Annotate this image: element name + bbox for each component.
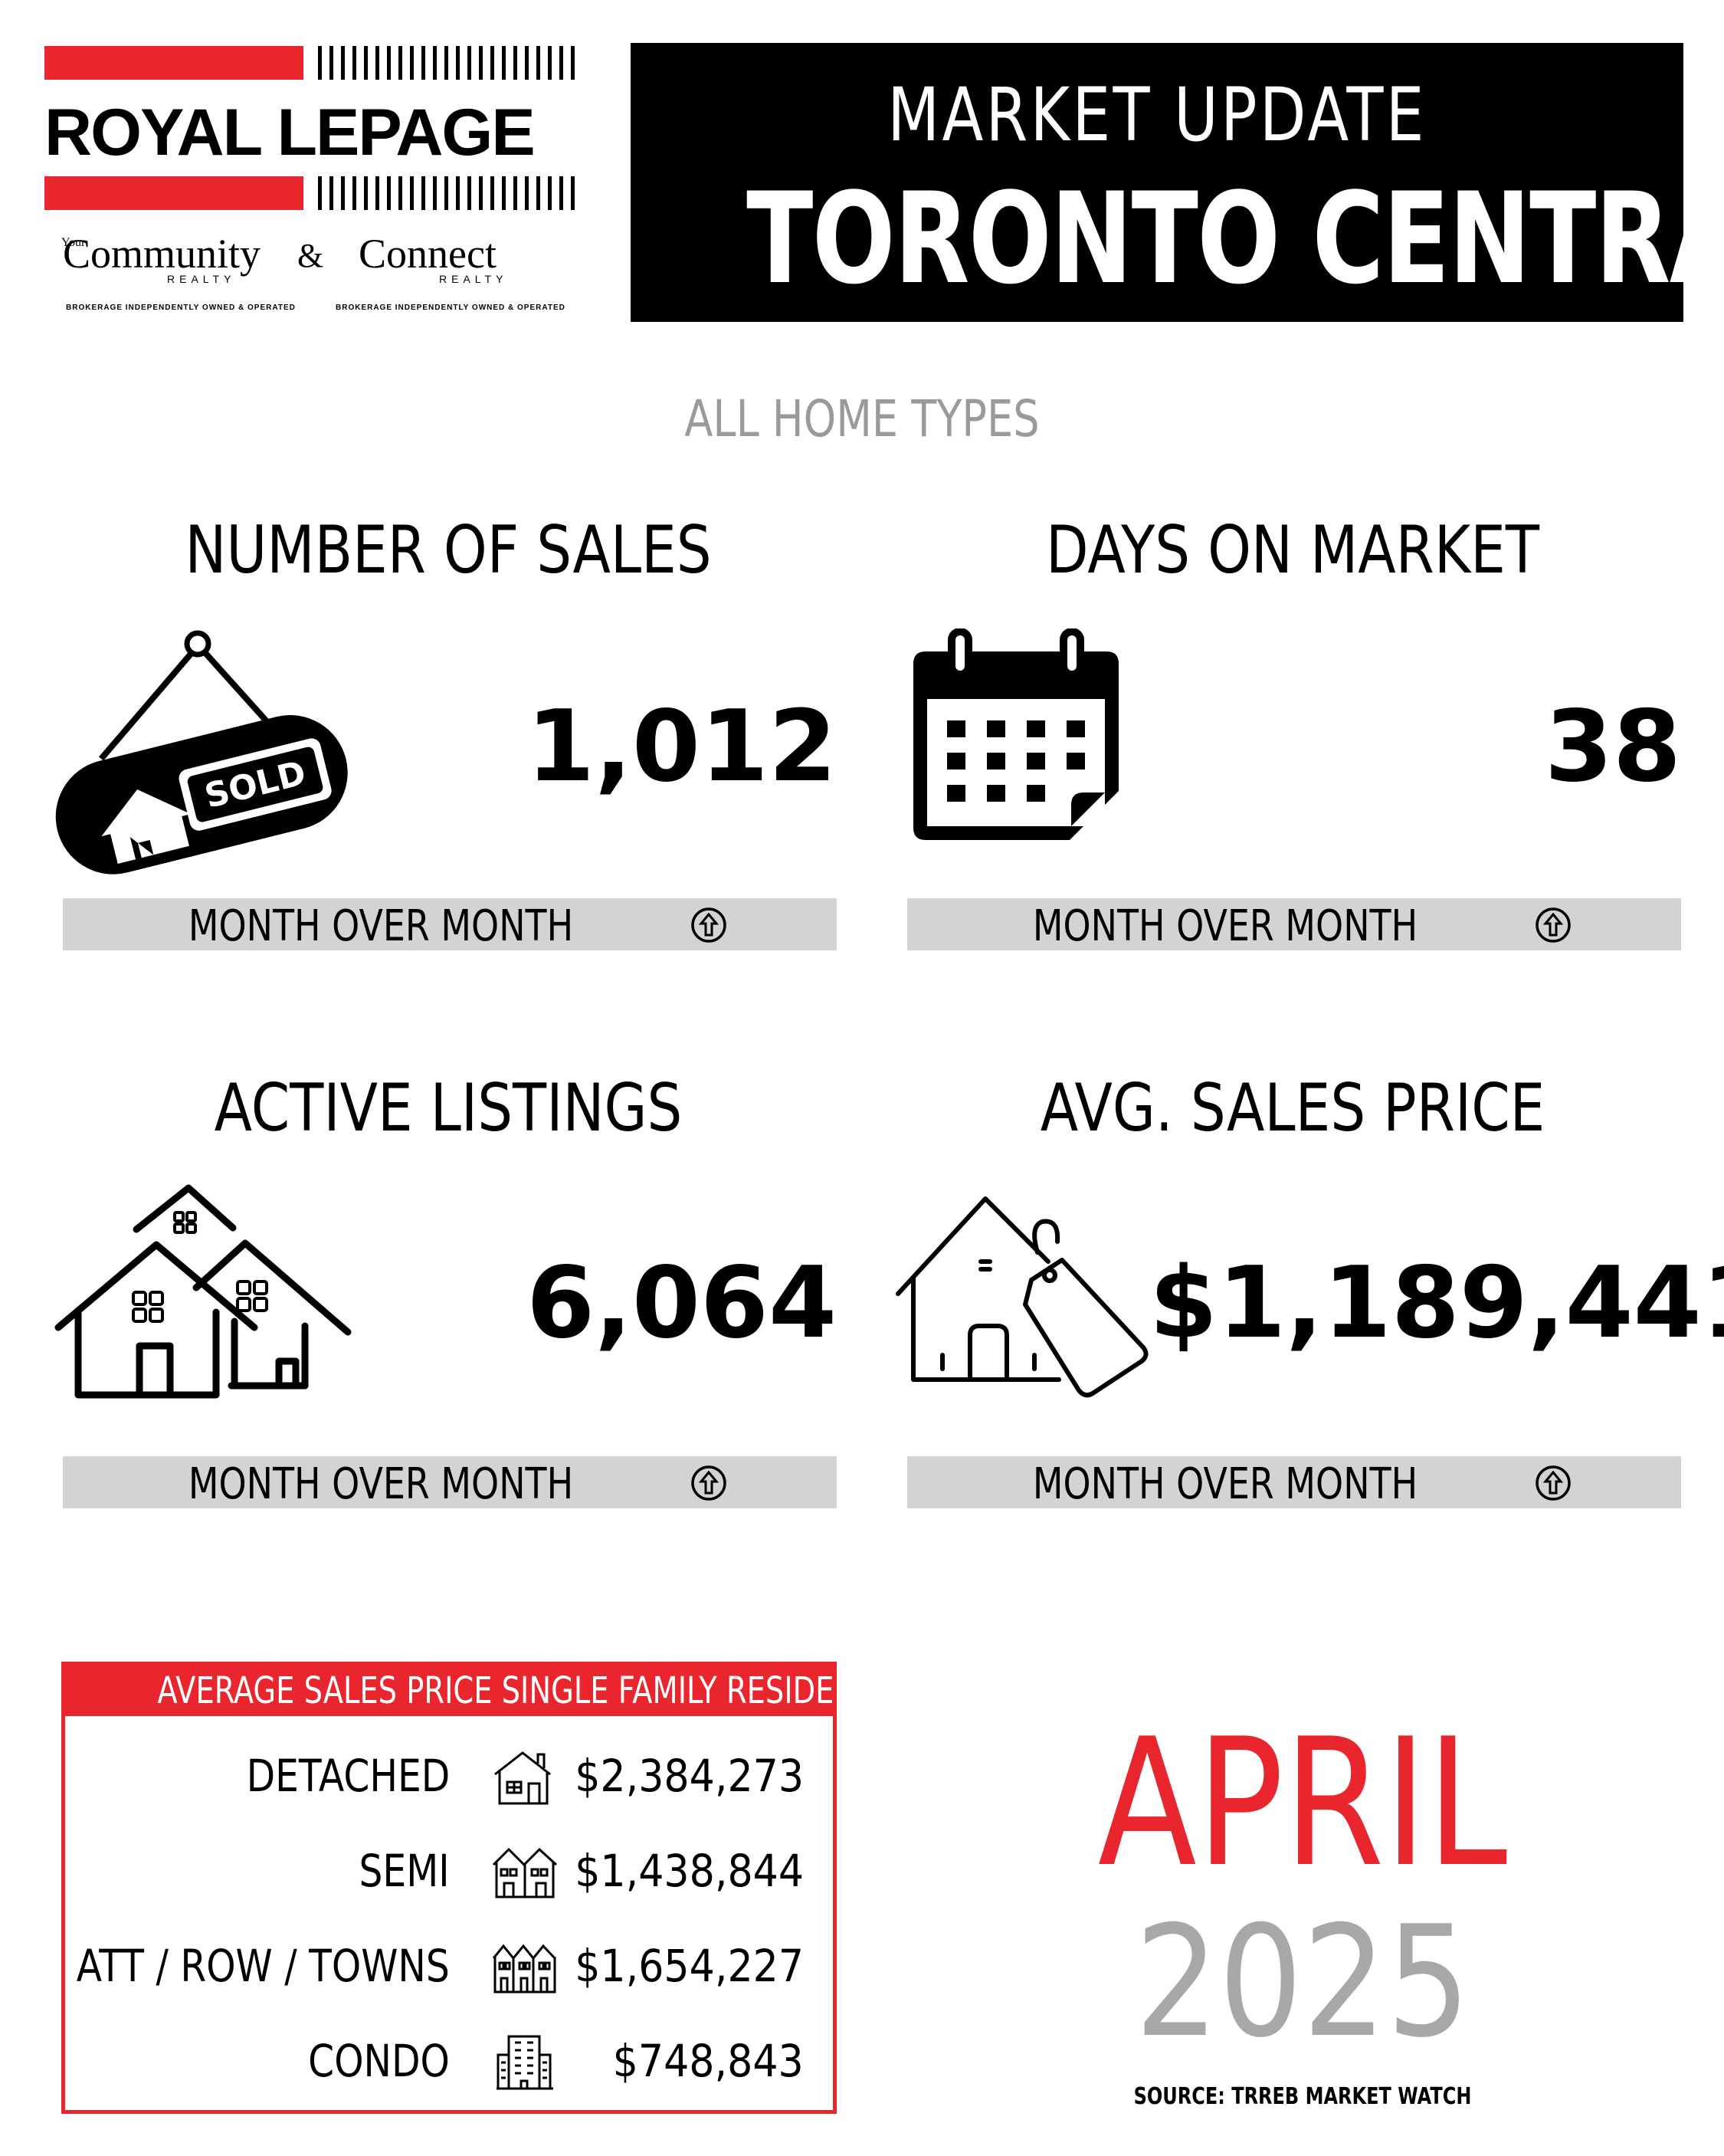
semi-house-icon [492, 1847, 558, 1898]
row-type: CONDO [308, 2035, 450, 2087]
logo-fine-print-1: BROKERAGE INDEPENDENTLY OWNED & OPERATED [66, 304, 296, 312]
header-title: TORONTO CENTRAL [746, 166, 1724, 312]
days-title: DAYS ON MARKET [1045, 512, 1540, 589]
logo-connect-text: Connect [359, 231, 497, 277]
source-note: SOURCE: TRREB MARKET WATCH [1133, 2083, 1472, 2110]
header-kicker: MARKET UPDATE [887, 72, 1427, 158]
home-types-subtitle: ALL HOME TYPES [684, 389, 1040, 448]
logo-red-bar-bottom [44, 176, 303, 210]
row-type: SEMI [359, 1845, 450, 1897]
house-price-tag-icon [896, 1196, 1149, 1398]
report-month: APRIL [1097, 1702, 1508, 1906]
row-price: $2,384,273 [575, 1750, 804, 1802]
logo-fine-print-2: BROKERAGE INDEPENDENTLY OWNED & OPERATED [336, 304, 565, 312]
row-price: $748,843 [612, 2035, 804, 2087]
listings-trend-bar: MONTH OVER MONTH [63, 1456, 837, 1509]
single-family-price-table: AVERAGE SALES PRICE SINGLE FAMILY RESIDE… [61, 1662, 895, 2114]
logo-red-bar-top [44, 46, 303, 80]
market-update-header: MARKET UPDATE TORONTO CENTRAL [631, 43, 1724, 322]
houses-icon [54, 1184, 352, 1399]
row-type: DETACHED [246, 1750, 450, 1802]
logo-ampersand: & [297, 237, 324, 274]
logo-barcode-bottom [318, 176, 578, 210]
sales-title: NUMBER OF SALES [185, 512, 712, 589]
table-heading: AVERAGE SALES PRICE SINGLE FAMILY RESIDE… [65, 1665, 895, 1716]
listings-title: ACTIVE LISTINGS [214, 1070, 683, 1147]
row-type: ATT / ROW / TOWNS [76, 1940, 450, 1992]
logo-your-text: Your [61, 236, 86, 249]
sales-trend-bar: MONTH OVER MONTH [63, 898, 837, 951]
condo-building-icon [497, 2035, 553, 2090]
sales-trend-label: MONTH OVER MONTH [188, 901, 574, 951]
row-price: $1,438,844 [575, 1845, 804, 1897]
up-arrow-icon [1536, 907, 1571, 943]
listings-trend-label: MONTH OVER MONTH [188, 1459, 574, 1509]
logo-barcode-top [318, 46, 578, 80]
row-price: $1,654,227 [575, 1940, 804, 1992]
price-trend-label: MONTH OVER MONTH [1032, 1459, 1418, 1509]
up-arrow-icon [1536, 1465, 1571, 1501]
table-row: ATT / ROW / TOWNS $1,654,227 [65, 1931, 833, 2000]
days-trend-label: MONTH OVER MONTH [1032, 901, 1418, 951]
logo-realty-2: REALTY [439, 273, 508, 285]
logo-brand-text: ROYAL LEPAGE [44, 96, 536, 169]
table-row: DETACHED $2,384,273 [65, 1741, 833, 1810]
report-year: 2025 [1135, 1893, 1470, 2072]
sold-sign-icon: SOLD [55, 630, 348, 875]
days-value: 38 [1544, 690, 1681, 804]
logo-realty-1: REALTY [167, 273, 236, 285]
calendar-icon [913, 628, 1119, 840]
townhouse-icon [492, 1944, 556, 1994]
price-trend-bar: MONTH OVER MONTH [907, 1456, 1681, 1509]
price-value: $1,189,441 [1149, 1246, 1724, 1360]
detached-house-icon [494, 1751, 551, 1805]
listings-value: 6,064 [526, 1246, 837, 1360]
up-arrow-icon [691, 907, 726, 943]
logo-community-text: Community [63, 231, 261, 277]
up-arrow-icon [691, 1465, 726, 1501]
brokerage-logo: ROYAL LEPAGE Your Community & Connect RE… [44, 46, 581, 314]
days-trend-bar: MONTH OVER MONTH [907, 898, 1681, 951]
table-row: CONDO $748,843 [65, 2026, 833, 2095]
table-row: SEMI $1,438,844 [65, 1836, 833, 1905]
price-title: AVG. SALES PRICE [1040, 1070, 1545, 1147]
sales-value: 1,012 [526, 690, 837, 804]
